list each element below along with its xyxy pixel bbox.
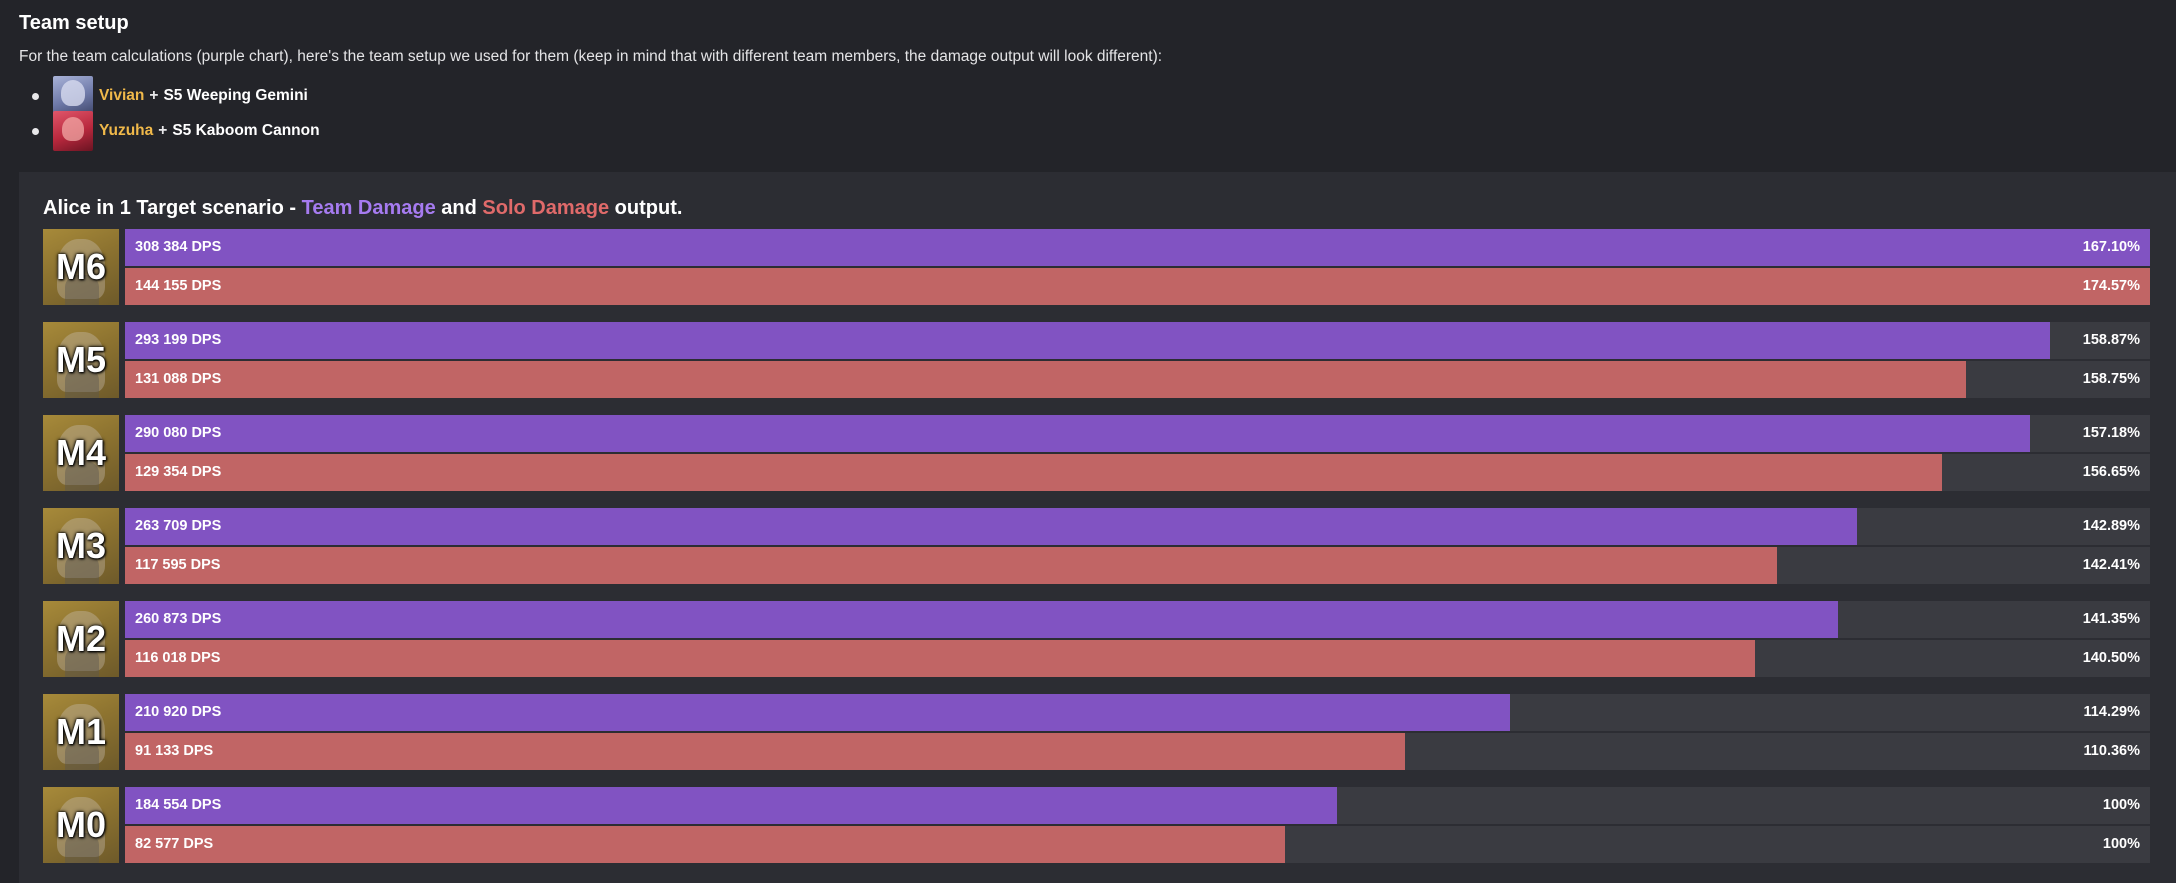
character-portrait-icon — [43, 787, 119, 863]
team-damage-bar[interactable] — [125, 508, 1857, 545]
solo-damage-track: 91 133 DPS 110.36% — [125, 733, 2150, 770]
solo-dps-label: 129 354 DPS — [135, 464, 222, 480]
chart-rows: M6 308 384 DPS 167.10% 144 155 DPS 174.57% M5… — [43, 229, 2151, 863]
solo-dps-label: 131 088 DPS — [135, 371, 222, 387]
category-label: M6 — [55, 246, 106, 287]
category-label: M2 — [55, 618, 106, 659]
solo-damage-bar[interactable] — [125, 268, 2150, 305]
chart-row-m5: M5 293 199 DPS 158.87% 131 088 DPS 158.75% — [43, 322, 2151, 398]
chart-row-m4: M4 290 080 DPS 157.18% 129 354 DPS 156.65% — [43, 415, 2151, 491]
chart-title-suffix: output. — [609, 197, 683, 219]
team-percent-label: 158.87% — [2082, 332, 2140, 348]
chart-title-prefix: Alice in 1 Target scenario - — [43, 197, 302, 219]
solo-damage-track: 82 577 DPS 100% — [125, 826, 2150, 863]
team-member-weapon[interactable]: S5 Weeping Gemini — [163, 86, 308, 104]
solo-dps-label: 144 155 DPS — [135, 278, 222, 294]
solo-damage-track: 144 155 DPS 174.57% — [125, 268, 2150, 305]
solo-dps-label: 117 595 DPS — [135, 557, 221, 573]
solo-percent-label: 174.57% — [2082, 278, 2140, 294]
category-label: M1 — [55, 711, 106, 752]
team-damage-bar[interactable] — [125, 415, 2030, 452]
chart-title-solo: Solo Damage — [482, 197, 610, 219]
category-label: M4 — [55, 432, 106, 473]
character-portrait-icon — [43, 322, 119, 398]
team-damage-bar[interactable] — [125, 322, 2051, 359]
team-damage-bar[interactable] — [125, 694, 1510, 731]
solo-percent-label: 142.41% — [2082, 557, 2140, 573]
solo-damage-track: 129 354 DPS 156.65% — [125, 454, 2150, 491]
damage-chart-panel: Alice in 1 Target scenario - Team Damage… — [19, 172, 2176, 883]
plus-sign: + — [149, 86, 159, 104]
section-title: Team setup — [19, 12, 129, 34]
yuzuha-avatar-icon — [53, 110, 93, 151]
team-damage-track: 293 199 DPS 158.87% — [125, 322, 2150, 359]
team-dps-label: 263 709 DPS — [135, 518, 222, 534]
character-portrait-icon — [43, 229, 119, 305]
team-damage-track: 184 554 DPS 100% — [125, 787, 2150, 824]
team-damage-track: 263 709 DPS 142.89% — [125, 508, 2150, 545]
intro-text: For the team calculations (purple chart)… — [19, 48, 1163, 65]
chart-row-m1: M1 210 920 DPS 114.29% 91 133 DPS 110.36% — [43, 694, 2151, 770]
team-percent-label: 114.29% — [2083, 704, 2140, 720]
solo-dps-label: 91 133 DPS — [135, 743, 214, 759]
team-percent-label: 141.35% — [2082, 611, 2140, 627]
chart-title: Alice in 1 Target scenario - Team Damage… — [43, 197, 682, 220]
team-percent-label: 142.89% — [2082, 518, 2140, 534]
chart-row-m3: M3 263 709 DPS 142.89% 117 595 DPS 142.41% — [43, 508, 2151, 584]
solo-damage-track: 117 595 DPS 142.41% — [125, 547, 2150, 584]
team-damage-track: 290 080 DPS 157.18% — [125, 415, 2150, 452]
chart-row-m6: M6 308 384 DPS 167.10% 144 155 DPS 174.57% — [43, 229, 2151, 305]
character-portrait-icon — [43, 415, 119, 491]
character-portrait-icon — [43, 601, 119, 677]
solo-percent-label: 140.50% — [2082, 650, 2140, 666]
category-label: M0 — [55, 804, 106, 845]
team-dps-label: 210 920 DPS — [135, 704, 222, 720]
team-member-yuzuha: Yuzuha + S5 Kaboom Cannon — [30, 110, 320, 151]
team-damage-bar[interactable] — [125, 787, 1337, 824]
category-label: M3 — [55, 525, 106, 566]
solo-damage-bar[interactable] — [125, 361, 1967, 398]
team-member-vivian: Vivian + S5 Weeping Gemini — [30, 75, 320, 116]
solo-percent-label: 158.75% — [2082, 371, 2140, 387]
solo-damage-bar[interactable] — [125, 454, 1943, 491]
category-label: M5 — [55, 339, 106, 380]
solo-percent-label: 110.36% — [2083, 743, 2140, 759]
team-member-weapon[interactable]: S5 Kaboom Cannon — [172, 121, 320, 139]
team-member-name[interactable]: Vivian — [99, 86, 145, 104]
team-member-name[interactable]: Yuzuha — [99, 121, 154, 139]
solo-dps-label: 116 018 DPS — [135, 650, 221, 666]
chart-row-m0: M0 184 554 DPS 100% 82 577 DPS 100% — [43, 787, 2151, 863]
chart-title-team: Team Damage — [301, 197, 436, 219]
team-dps-label: 308 384 DPS — [135, 239, 222, 255]
team-damage-track: 210 920 DPS 114.29% — [125, 694, 2150, 731]
team-damage-track: 260 873 DPS 141.35% — [125, 601, 2150, 638]
team-list: Vivian + S5 Weeping Gemini Yuzuha + S5 K… — [30, 75, 320, 151]
solo-damage-track: 131 088 DPS 158.75% — [125, 361, 2150, 398]
solo-damage-bar[interactable] — [125, 733, 1406, 770]
team-damage-track: 308 384 DPS 167.10% — [125, 229, 2150, 266]
solo-damage-bar[interactable] — [125, 640, 1755, 677]
solo-percent-label: 156.65% — [2082, 464, 2140, 480]
team-percent-label: 157.18% — [2082, 425, 2140, 441]
solo-dps-label: 82 577 DPS — [135, 836, 214, 852]
team-dps-label: 293 199 DPS — [135, 332, 222, 348]
team-dps-label: 290 080 DPS — [135, 425, 222, 441]
solo-damage-track: 116 018 DPS 140.50% — [125, 640, 2150, 677]
team-damage-bar[interactable] — [125, 601, 1839, 638]
team-damage-bar[interactable] — [125, 229, 2150, 266]
team-dps-label: 260 873 DPS — [135, 611, 222, 627]
character-portrait-icon — [43, 508, 119, 584]
solo-damage-bar[interactable] — [125, 547, 1777, 584]
team-percent-label: 100% — [2102, 797, 2140, 813]
solo-percent-label: 100% — [2102, 836, 2140, 852]
chart-row-m2: M2 260 873 DPS 141.35% 116 018 DPS 140.50% — [43, 601, 2151, 677]
team-percent-label: 167.10% — [2082, 239, 2140, 255]
vivian-avatar-icon — [53, 75, 93, 116]
solo-damage-bar[interactable] — [125, 826, 1285, 863]
chart-title-mid: and — [435, 197, 483, 219]
team-dps-label: 184 554 DPS — [135, 797, 222, 813]
plus-sign: + — [158, 121, 168, 139]
character-portrait-icon — [43, 694, 119, 770]
